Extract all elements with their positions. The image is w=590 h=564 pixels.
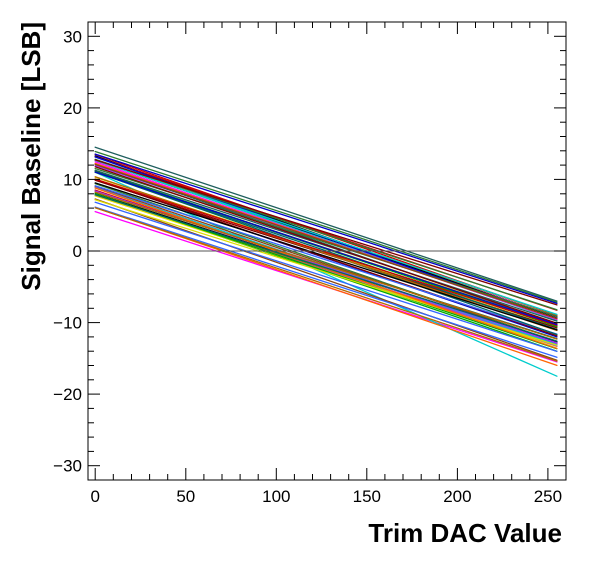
series-line [94, 206, 558, 358]
series-line [94, 171, 558, 326]
series-line [94, 201, 558, 353]
x-tick-label: 0 [90, 487, 99, 506]
series-line [94, 185, 558, 335]
x-axis-tick-labels: 0 50 100 150 200 250 [90, 487, 562, 506]
series-line [94, 169, 558, 322]
series-line [94, 146, 558, 302]
y-tick-label: −20 [53, 385, 82, 404]
series-line [94, 159, 558, 306]
y-axis-title: Signal Baseline [LSB] [16, 22, 46, 291]
y-tick-label: 10 [63, 170, 82, 189]
series-line [94, 163, 558, 320]
series-line [94, 182, 558, 331]
y-axis-ticks [88, 35, 566, 467]
series-line [94, 199, 558, 346]
x-axis-title: Trim DAC Value [368, 518, 562, 548]
x-tick-label: 50 [176, 487, 195, 506]
x-tick-label: 250 [534, 487, 562, 506]
series-line [94, 171, 558, 377]
series-line [94, 198, 558, 361]
series-line [94, 191, 558, 340]
y-tick-label: 30 [63, 27, 82, 46]
x-axis-ticks [94, 22, 549, 480]
series-line [94, 159, 558, 316]
x-tick-label: 200 [443, 487, 471, 506]
y-tick-label: −30 [53, 457, 82, 476]
series-line [94, 194, 558, 342]
series-line [94, 166, 558, 324]
series-line [94, 178, 558, 327]
y-tick-label: −10 [53, 314, 82, 333]
y-tick-label: 0 [73, 242, 82, 261]
series-line [94, 150, 558, 303]
y-axis-tick-labels: −30 −20 −10 0 10 20 30 [53, 27, 82, 475]
series-line [94, 153, 558, 305]
series-line [94, 207, 558, 362]
x-tick-label: 150 [353, 487, 381, 506]
x-tick-label: 100 [262, 487, 290, 506]
series-group [94, 146, 558, 377]
series-line [94, 185, 558, 343]
y-tick-label: 20 [63, 99, 82, 118]
